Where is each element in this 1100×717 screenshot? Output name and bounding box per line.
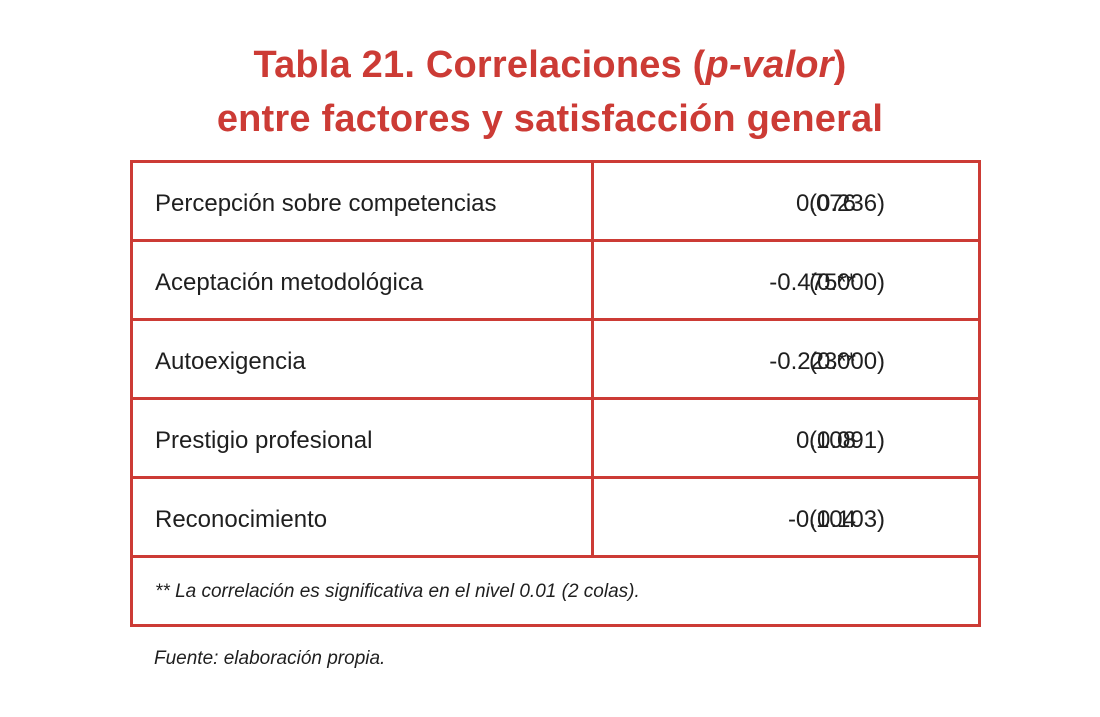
factor-label: Reconocimiento	[155, 506, 328, 533]
correlation-coefficient: 0.076	[795, 190, 856, 217]
p-value: (0.236)	[809, 190, 886, 217]
table-row: Autoexigencia -0.223** (0.000)	[133, 321, 978, 400]
value-cell: -0.475** (0.000)	[591, 242, 978, 318]
table-row: Reconocimiento -0.104 (0.103)	[133, 479, 978, 558]
table-title-line-2: entre factores y satisfacción general	[216, 98, 884, 140]
correlation-coefficient: -0.475**	[769, 269, 856, 296]
table-title: Tabla 21. Correlaciones (p-valor) entre …	[0, 38, 1100, 146]
p-value: (0.091)	[809, 427, 886, 454]
p-value: (0.000)	[809, 269, 886, 296]
table-title-line-1: Tabla 21. Correlaciones (p-valor)	[253, 44, 847, 86]
value-cell: -0.223** (0.000)	[591, 321, 978, 397]
table-row: Prestigio profesional 0.108 (0.091)	[133, 400, 978, 479]
factor-label: Prestigio profesional	[155, 427, 373, 454]
value-cell: 0.108 (0.091)	[591, 400, 978, 476]
table-row: Percepción sobre competencias 0.076 (0.2…	[133, 163, 978, 242]
table-row: Aceptación metodológica -0.475** (0.000)	[133, 242, 978, 321]
correlation-coefficient: -0.223**	[769, 348, 856, 375]
correlation-coefficient: -0.104	[787, 506, 856, 533]
correlation-coefficient: 0.108	[795, 427, 856, 454]
value-cell: -0.104 (0.103)	[591, 479, 978, 555]
factor-label: Autoexigencia	[155, 348, 306, 375]
p-value: (0.103)	[809, 506, 886, 533]
p-value: (0.000)	[809, 348, 886, 375]
correlation-table: Percepción sobre competencias 0.076 (0.2…	[130, 160, 981, 627]
value-cell: 0.076 (0.236)	[591, 163, 978, 239]
factor-label: Aceptación metodológica	[155, 269, 424, 296]
significance-note: ** La correlación es significativa en el…	[155, 581, 640, 602]
source-note: Fuente: elaboración propia.	[154, 648, 386, 669]
factor-label: Percepción sobre competencias	[155, 190, 497, 217]
